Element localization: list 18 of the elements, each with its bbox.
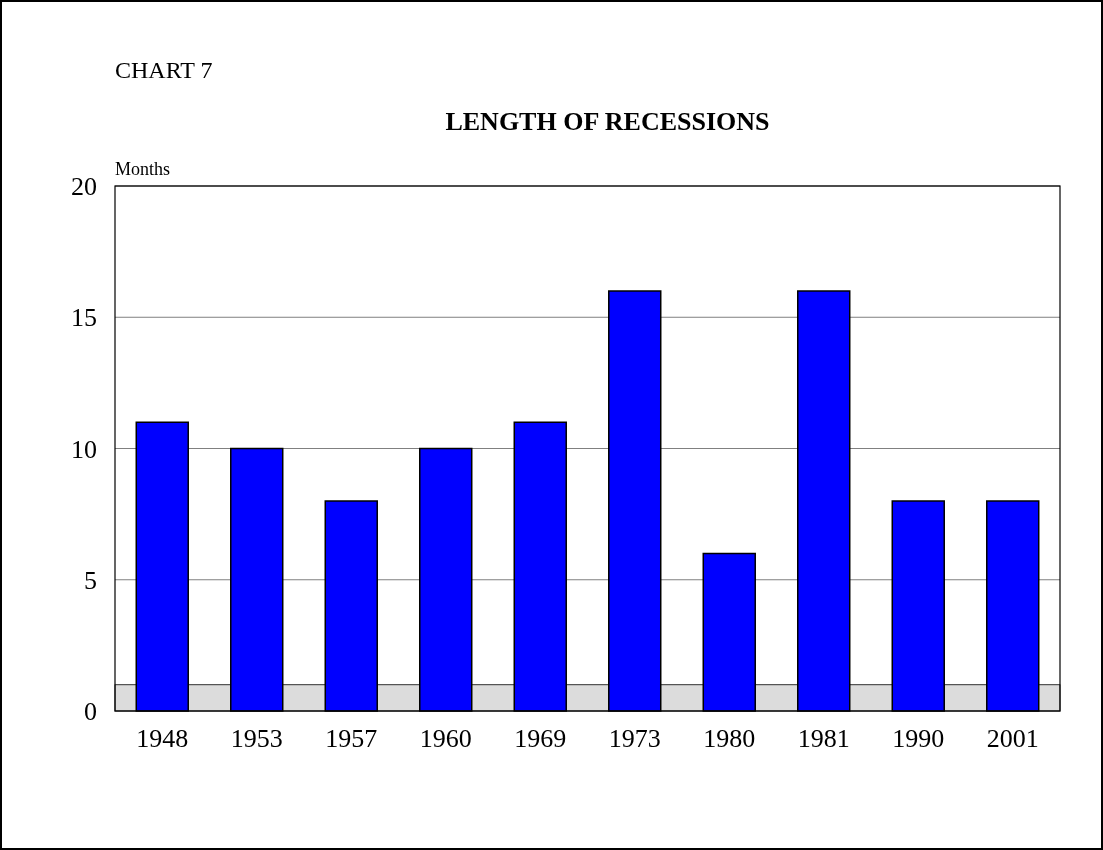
y-tick-label: 5 xyxy=(84,565,97,595)
y-tick-label: 15 xyxy=(71,303,97,333)
y-tick-label: 0 xyxy=(84,697,97,727)
x-tick-label: 1969 xyxy=(514,724,567,753)
x-tick-label: 1990 xyxy=(892,724,945,753)
x-tick-label: 1957 xyxy=(325,724,378,753)
caption: CHART 7 xyxy=(115,57,213,83)
y-axis-title: Months xyxy=(115,159,171,179)
y-tick-label: 20 xyxy=(71,172,97,202)
x-tick-label: 1981 xyxy=(797,724,850,753)
x-tick-label: 1973 xyxy=(608,724,661,753)
x-tick-label: 1960 xyxy=(419,724,472,753)
chart-title: LENGTH OF RECESSIONS xyxy=(445,107,770,136)
x-tick-label: 1980 xyxy=(703,724,756,753)
x-tick-label: 2001 xyxy=(986,724,1039,753)
x-tick-label: 1953 xyxy=(230,724,283,753)
x-tick-label: 1948 xyxy=(136,724,189,753)
y-tick-label: 10 xyxy=(71,434,97,464)
